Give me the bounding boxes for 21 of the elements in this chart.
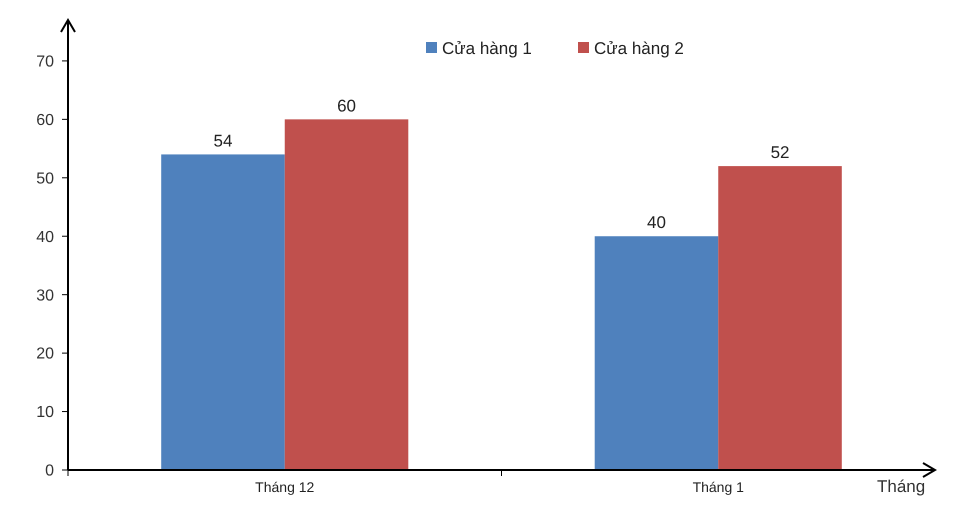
y-tick-label: 30	[36, 287, 54, 304]
data-label: 52	[770, 143, 790, 162]
data-label: 60	[337, 96, 356, 116]
data-label: 40	[647, 213, 666, 232]
y-tick-label: 40	[36, 228, 54, 246]
legend-label: Cửa hàng 1	[442, 38, 532, 58]
y-tick-label: 10	[36, 404, 54, 422]
bar	[718, 166, 842, 470]
bar	[284, 119, 408, 470]
y-tick-label: 70	[36, 54, 54, 71]
bar	[594, 236, 718, 470]
x-tick-label: Tháng 1	[692, 479, 744, 495]
y-tick-label: 0	[45, 462, 54, 480]
y-tick-label: 50	[36, 170, 54, 188]
y-tick-label: 20	[36, 346, 54, 363]
bar	[161, 154, 285, 470]
legend-label: Cửa hàng 2	[594, 38, 684, 58]
x-tick-label: Tháng 12	[255, 479, 315, 495]
data-label: 54	[214, 131, 232, 150]
x-axis-title: Tháng	[877, 477, 926, 496]
y-tick-label: 60	[36, 112, 54, 129]
